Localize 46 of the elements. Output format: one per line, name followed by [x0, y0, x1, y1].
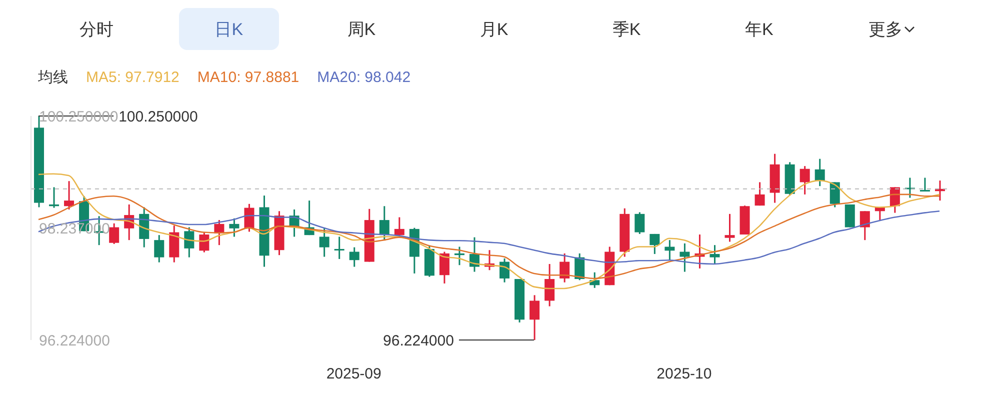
text: 日K: [214, 18, 244, 40]
y-tick-label: 96.224000: [39, 332, 110, 350]
text: 分时: [79, 18, 114, 40]
legend-title: 均线: [38, 68, 68, 86]
text: MA5: 97.7912: [86, 68, 180, 86]
candlestick: [814, 158, 825, 187]
text: MA20: 98.042: [317, 68, 411, 86]
text: 更多: [868, 18, 902, 40]
candlestick: [860, 210, 870, 241]
candlestick: [439, 251, 450, 284]
candlestick: [229, 218, 240, 238]
candlestick: [920, 177, 930, 192]
candlestick: [724, 213, 735, 242]
x-tick-label: 2025-09: [326, 366, 382, 383]
candlestick: [49, 186, 60, 209]
text: 季K: [612, 18, 641, 40]
candlestick: [634, 212, 645, 235]
candlestick: [754, 181, 765, 206]
candlestick: [664, 239, 675, 261]
candlestick: [544, 263, 555, 308]
candlestick: [184, 226, 194, 258]
candlestick: [844, 204, 855, 228]
candlestick: [334, 236, 344, 260]
candlestick: [454, 246, 464, 266]
candlestick: [530, 294, 540, 340]
annotation: 96.224000: [383, 332, 454, 350]
candlestick: [650, 233, 660, 255]
candlestick: [154, 234, 164, 264]
candlestick: [199, 232, 210, 254]
text: 年K: [745, 18, 774, 40]
candlestick: [680, 242, 690, 273]
candlestick: [830, 181, 840, 208]
candlestick: [349, 246, 360, 268]
text: 月K: [480, 18, 508, 40]
candlestick: [64, 180, 74, 210]
candlestick: [109, 222, 120, 245]
text: 周K: [347, 18, 376, 40]
text: MA10: 97.8881: [197, 68, 300, 86]
candlestick: [379, 205, 390, 241]
annotation: 100.250000: [118, 108, 198, 126]
x-tick-label: 2025-10: [656, 366, 712, 383]
candlestick: [560, 252, 570, 284]
candlestick: [319, 228, 330, 258]
candlestick: [710, 244, 720, 265]
candlestick: [800, 165, 810, 196]
candlestick: [500, 258, 510, 284]
